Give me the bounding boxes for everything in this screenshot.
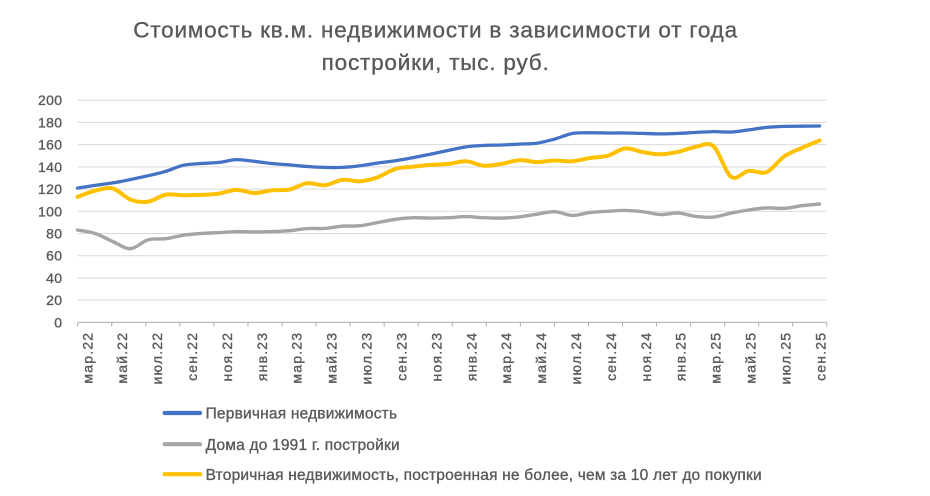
svg-text:мар.25: мар.25 <box>708 332 724 384</box>
svg-text:июл.24: июл.24 <box>568 332 584 385</box>
svg-text:янв.23: янв.23 <box>254 332 270 381</box>
svg-text:мар.23: мар.23 <box>289 332 305 384</box>
svg-text:120: 120 <box>38 181 62 197</box>
svg-text:янв.24: янв.24 <box>463 332 479 381</box>
svg-text:180: 180 <box>38 114 62 130</box>
svg-text:Стоимость кв.м. недвижимости в: Стоимость кв.м. недвижимости в зависимос… <box>133 17 738 42</box>
svg-text:май.24: май.24 <box>533 332 549 384</box>
svg-text:160: 160 <box>38 137 62 153</box>
svg-text:0: 0 <box>54 314 62 330</box>
svg-text:200: 200 <box>38 92 62 108</box>
svg-text:20: 20 <box>46 292 62 308</box>
svg-text:постройки, тыс. руб.: постройки, тыс. руб. <box>322 50 550 75</box>
svg-text:июл.25: июл.25 <box>777 332 793 385</box>
svg-text:ноя.24: ноя.24 <box>638 332 654 382</box>
svg-text:май.25: май.25 <box>743 332 759 384</box>
svg-text:ноя.23: ноя.23 <box>428 332 444 382</box>
svg-text:сен.22: сен.22 <box>184 332 200 381</box>
svg-text:сен.23: сен.23 <box>393 332 409 381</box>
svg-text:Дома до 1991 г. постройки: Дома до 1991 г. постройки <box>206 437 400 454</box>
svg-text:мар.24: мар.24 <box>498 332 514 384</box>
svg-text:мар.22: мар.22 <box>79 332 95 384</box>
svg-text:140: 140 <box>38 159 62 175</box>
svg-text:Вторичная недвижимость, постро: Вторичная недвижимость, построенная не б… <box>206 467 762 484</box>
svg-text:ноя.22: ноя.22 <box>219 332 235 382</box>
svg-text:100: 100 <box>38 203 62 219</box>
svg-text:сен.25: сен.25 <box>812 332 828 381</box>
svg-text:60: 60 <box>46 248 62 264</box>
svg-text:июл.23: июл.23 <box>359 332 375 385</box>
svg-text:80: 80 <box>46 226 62 242</box>
svg-text:Первичная недвижимость: Первичная недвижимость <box>206 406 398 423</box>
svg-text:янв.25: янв.25 <box>673 332 689 381</box>
svg-text:май.23: май.23 <box>324 332 340 384</box>
svg-text:сен.24: сен.24 <box>603 332 619 381</box>
svg-text:июл.22: июл.22 <box>149 332 165 385</box>
svg-text:40: 40 <box>46 270 62 286</box>
svg-text:май.22: май.22 <box>114 332 130 384</box>
